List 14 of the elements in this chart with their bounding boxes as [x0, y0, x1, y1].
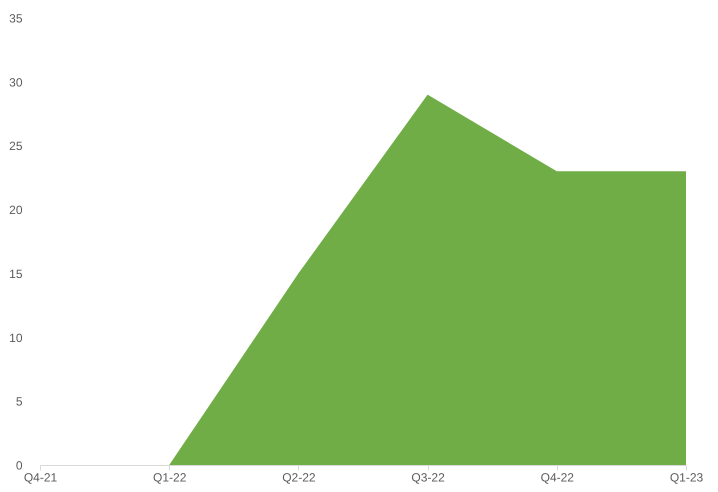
- y-tick-label: 10: [9, 330, 23, 345]
- y-tick-label: 20: [9, 203, 23, 218]
- y-tick-label: 25: [9, 139, 23, 154]
- x-tick-label: Q4-22: [540, 470, 574, 484]
- x-tick-label: Q4-21: [24, 470, 58, 484]
- x-tick-label: Q2-22: [282, 470, 316, 484]
- y-tick-label: 5: [16, 394, 23, 409]
- y-tick-label: 35: [9, 12, 23, 26]
- x-tick-label: Q1-22: [153, 470, 187, 484]
- y-tick-label: 0: [16, 458, 23, 472]
- y-tick-label: 15: [9, 266, 23, 281]
- y-tick-label: 30: [9, 75, 23, 90]
- x-tick-label: Q3-22: [411, 470, 446, 484]
- x-tick-label: Q1-23: [670, 470, 704, 484]
